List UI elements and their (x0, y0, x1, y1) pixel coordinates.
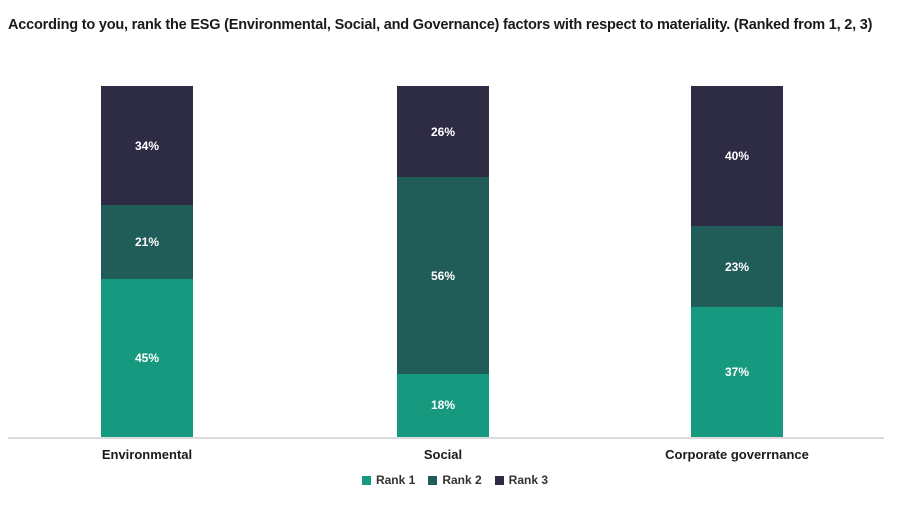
bar-segment-environmental-rank-2: 21% (101, 205, 193, 280)
bar-segment-social-rank-1: 18% (397, 373, 489, 437)
legend-label-rank-3: Rank 3 (508, 473, 549, 487)
bar-segment-environmental-rank-1: 45% (101, 279, 193, 437)
legend-item-rank-2: Rank 2 (428, 473, 482, 487)
data-label-social-rank-2: 56% (430, 268, 456, 283)
legend-label-rank-1: Rank 1 (375, 473, 416, 487)
category-label-corporate-goverrnance: Corporate goverrnance (665, 447, 809, 462)
data-label-environmental-rank-3: 34% (134, 138, 160, 153)
bar-segment-social-rank-3: 26% (397, 86, 489, 178)
data-label-corporate-goverrnance-rank-1: 37% (724, 365, 750, 380)
chart-title: According to you, rank the ESG (Environm… (8, 17, 873, 33)
legend-item-rank-3: Rank 3 (494, 473, 549, 487)
category-label-environmental: Environmental (101, 447, 193, 462)
data-label-environmental-rank-2: 21% (134, 235, 160, 250)
data-label-corporate-goverrnance-rank-3: 40% (724, 149, 750, 164)
data-label-social-rank-1: 18% (430, 398, 456, 413)
legend-swatch-icon-rank-3 (494, 475, 504, 485)
bar-segment-corporate-goverrnance-rank-2: 23% (691, 226, 783, 308)
chart-legend: Rank 1 Rank 2 Rank 3 (0, 473, 900, 487)
legend-label-rank-2: Rank 2 (442, 473, 482, 487)
bar-segment-corporate-goverrnance-rank-1: 37% (691, 307, 783, 437)
stacked-bar-social: 26% 56% 18% (397, 86, 489, 437)
stacked-bar-corporate-goverrnance: 40% 23% 37% (691, 86, 783, 437)
bar-segment-corporate-goverrnance-rank-3: 40% (691, 86, 783, 227)
x-axis-line (8, 437, 884, 439)
legend-swatch-icon-rank-1 (361, 475, 371, 485)
data-label-environmental-rank-1: 45% (134, 351, 160, 365)
category-label-social: Social (423, 447, 463, 462)
stacked-bar-environmental: 34% 21% 45% (101, 86, 193, 437)
data-label-corporate-goverrnance-rank-2: 23% (724, 259, 750, 274)
legend-swatch-icon-rank-2 (428, 475, 438, 485)
legend-item-rank-1: Rank 1 (361, 473, 416, 487)
bar-segment-environmental-rank-3: 34% (101, 86, 193, 206)
bar-segment-social-rank-2: 56% (397, 177, 489, 374)
data-label-social-rank-3: 26% (430, 124, 456, 139)
